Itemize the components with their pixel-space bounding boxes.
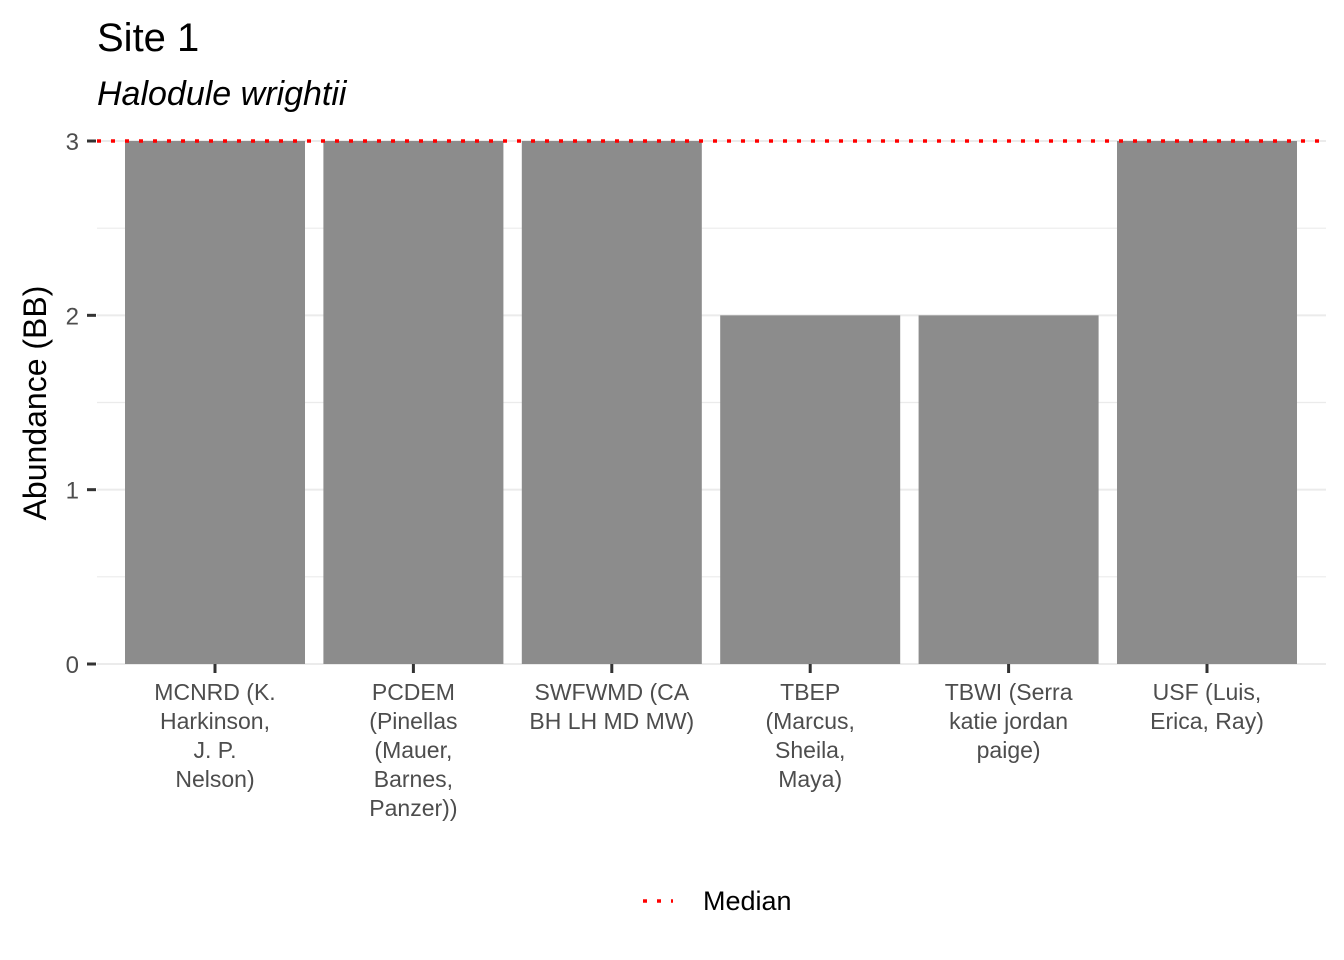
x-tick-label: USF (Luis, Erica, Ray) xyxy=(1150,679,1264,734)
bar xyxy=(125,141,305,664)
bar xyxy=(720,315,901,664)
chart-title: Site 1 xyxy=(97,16,199,60)
bar xyxy=(323,141,504,664)
bar xyxy=(918,315,1099,664)
bar xyxy=(1117,141,1297,664)
x-axis: MCNRD (K. Harkinson, J. P. Nelson) PCDEM (Pin… xyxy=(154,664,1264,821)
x-tick-label: TBWI (Serra katie jordan paige) xyxy=(945,679,1073,763)
y-tick-label: 0 xyxy=(66,652,79,679)
legend-median-label: Median xyxy=(703,886,792,916)
y-axis-label: Abundance (BB) xyxy=(17,286,53,521)
y-axis: 0 1 2 3 xyxy=(66,129,96,679)
x-tick-label: SWFWMD (CA BH LH MD MW) xyxy=(529,679,694,734)
bar xyxy=(521,141,702,664)
y-tick-label: 3 xyxy=(66,129,79,156)
chart-subtitle: Halodule wrightii xyxy=(97,75,348,113)
legend: Median xyxy=(643,886,792,916)
x-tick-label: PCDEM (Pinellas (Mauer, Barnes, Panzer)) xyxy=(369,679,457,821)
x-tick-label: MCNRD (K. Harkinson, J. P. Nelson) xyxy=(154,679,275,792)
y-tick-label: 1 xyxy=(66,478,79,505)
x-tick-label: TBEP (Marcus, Sheila, Maya) xyxy=(765,679,854,792)
y-tick-label: 2 xyxy=(66,303,79,330)
bars xyxy=(125,141,1297,664)
